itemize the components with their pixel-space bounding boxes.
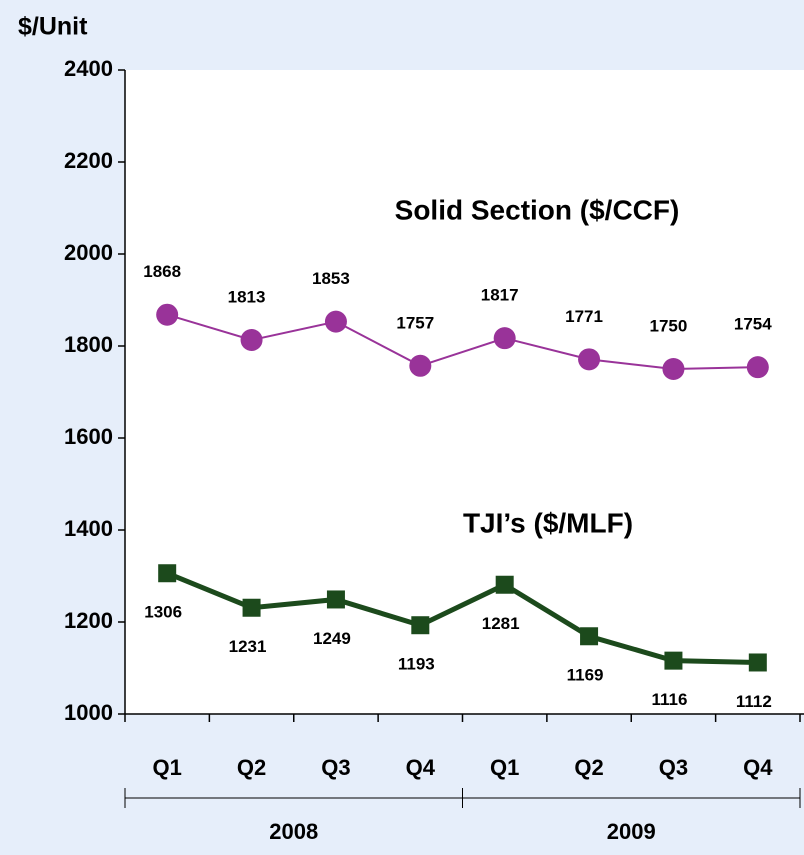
plot-area	[125, 70, 804, 714]
x-tick-label: Q1	[490, 755, 519, 780]
y-tick-label: 2200	[64, 148, 113, 173]
point	[493, 327, 516, 350]
y-tick-label: 1000	[64, 700, 113, 725]
data-label: 1868	[143, 262, 181, 281]
data-label: 1813	[228, 288, 266, 307]
data-label: 1112	[736, 692, 772, 711]
data-label: 1231	[229, 637, 267, 656]
point	[664, 651, 683, 670]
data-label: 1193	[398, 655, 435, 674]
data-label: 1771	[565, 307, 603, 326]
data-label: 1116	[651, 690, 687, 709]
point	[495, 575, 514, 594]
y-tick-label: 1200	[64, 608, 113, 633]
data-label: 1817	[481, 286, 519, 305]
point	[158, 564, 177, 583]
series-label: TJI’s ($/MLF)	[463, 507, 633, 538]
x-tick-label: Q2	[574, 755, 603, 780]
y-tick-label: 2400	[64, 56, 113, 81]
series-label: Solid Section ($/CCF)	[395, 194, 680, 225]
data-label: 1754	[734, 315, 772, 334]
series-line	[166, 313, 758, 371]
x-tick-label: Q3	[659, 755, 688, 780]
data-label: 1750	[650, 316, 688, 335]
data-label: 1169	[567, 666, 604, 685]
point	[411, 616, 430, 635]
y-tick-label: 1400	[64, 516, 113, 541]
data-label: 1249	[313, 629, 351, 648]
point	[580, 627, 599, 646]
point	[242, 598, 261, 617]
series-line	[166, 570, 758, 665]
point	[409, 354, 432, 377]
y-axis-label: $/Unit	[18, 13, 88, 41]
point	[662, 358, 685, 380]
point	[326, 590, 345, 609]
point	[156, 303, 179, 326]
x-tick-label: Q4	[406, 755, 436, 780]
x-tick-label: Q4	[743, 755, 773, 780]
x-tick-label: Q1	[153, 755, 182, 780]
point	[240, 329, 263, 352]
y-tick-label: 2000	[64, 240, 113, 265]
data-label: 1757	[396, 313, 434, 332]
point	[324, 310, 347, 333]
data-label: 1281	[482, 614, 520, 633]
point	[746, 356, 769, 379]
data-label: 1306	[144, 603, 182, 622]
group-label: 2009	[607, 819, 656, 844]
point	[748, 653, 767, 672]
y-tick-label: 1600	[64, 424, 113, 449]
data-label: 1853	[312, 269, 350, 288]
group-label: 2008	[269, 819, 318, 844]
y-tick-label: 1800	[64, 332, 113, 357]
x-tick-label: Q3	[321, 755, 350, 780]
point	[578, 348, 601, 371]
x-tick-label: Q2	[237, 755, 266, 780]
